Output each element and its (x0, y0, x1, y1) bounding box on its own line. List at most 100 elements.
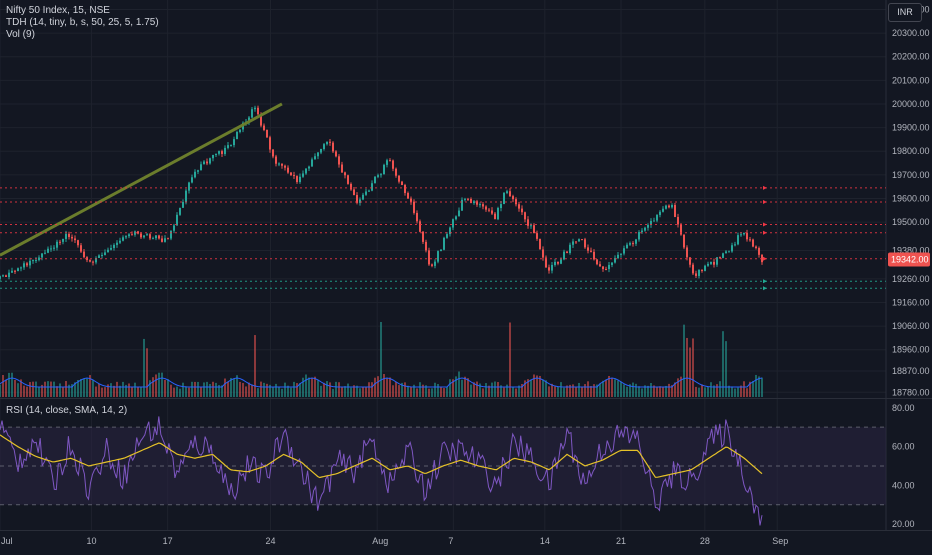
volume-bar (647, 385, 649, 397)
volume-bar (146, 348, 148, 397)
volume-bar (359, 388, 361, 397)
candle-body (263, 125, 265, 130)
volume-bar (518, 385, 520, 397)
candle-body (113, 244, 115, 249)
candle-body (287, 167, 289, 173)
volume-bar (98, 383, 100, 397)
volume-bar (305, 374, 307, 397)
candle-body (14, 270, 16, 272)
candle-body (47, 248, 49, 253)
last-price-label: 19342.00 (891, 254, 929, 264)
resistance-marker (763, 200, 767, 205)
candle-body (455, 216, 457, 220)
candle-body (167, 238, 169, 240)
candle-body (197, 170, 199, 172)
candle-body (434, 261, 436, 266)
candle-body (509, 191, 511, 197)
candle-body (314, 156, 316, 160)
volume-bar (758, 376, 760, 397)
candle-body (170, 230, 172, 239)
candle-body (272, 149, 274, 157)
volume-bar (746, 388, 748, 397)
candle-body (638, 232, 640, 240)
volume-bar (221, 385, 223, 397)
volume-indicator-label[interactable]: Vol (9) (6, 29, 35, 40)
candle-body (752, 239, 754, 247)
volume-bar (602, 380, 604, 397)
rsi-indicator-label[interactable]: RSI (14, close, SMA, 14, 2) (6, 405, 128, 416)
candle-body (230, 145, 232, 147)
price-tick-label: 18870.00 (892, 366, 930, 376)
volume-bar (593, 384, 595, 397)
volume-bar (188, 387, 190, 397)
currency-selector[interactable]: INR (888, 3, 922, 22)
volume-bar (254, 335, 256, 397)
volume-bar (317, 380, 319, 397)
rsi-ma-line (0, 434, 763, 479)
candle-body (275, 156, 277, 164)
candle-body (422, 231, 424, 242)
volume-bar (224, 378, 226, 397)
candle-body (530, 225, 532, 227)
candle-body (164, 238, 166, 242)
rsi-line (0, 416, 763, 526)
candle-body (647, 224, 649, 228)
volume-bar (587, 381, 589, 397)
rsi-tick-label: 20.00 (892, 519, 915, 529)
candle-body (473, 201, 475, 204)
volume-bar (476, 381, 478, 397)
symbol-title[interactable]: Nifty 50 Index, 15, NSE (6, 5, 110, 16)
volume-bar (140, 386, 142, 397)
candle-body (131, 234, 133, 236)
volume-bar (41, 384, 43, 397)
candle-body (593, 251, 595, 260)
candle-body (185, 190, 187, 203)
volume-bar (362, 387, 364, 397)
volume-bar (569, 384, 571, 397)
candle-body (617, 254, 619, 259)
volume-bar (245, 386, 247, 397)
candle-body (725, 251, 727, 254)
volume-bar (377, 376, 379, 397)
tdh-indicator-label[interactable]: TDH (14, tiny, b, s, 50, 25, 5, 1.75) (6, 17, 159, 28)
volume-bar (707, 386, 709, 397)
candle-body (74, 238, 76, 241)
volume-bar (167, 379, 169, 397)
volume-bar (536, 375, 538, 397)
candle-body (296, 176, 298, 183)
volume-bar (452, 379, 454, 397)
volume-bar (671, 385, 673, 397)
volume-bar (38, 386, 40, 397)
volume-bar (239, 381, 241, 397)
candle-body (680, 224, 682, 235)
volume-bar (65, 381, 67, 397)
candle-body (572, 241, 574, 245)
candle-body (713, 261, 715, 265)
rsi-tick-label: 60.00 (892, 442, 915, 452)
candle-body (128, 234, 130, 237)
candle-body (677, 216, 679, 225)
candle-body (374, 176, 376, 184)
volume-bar (392, 385, 394, 397)
volume-bar (200, 386, 202, 397)
candle-body (365, 191, 367, 195)
candle-body (614, 258, 616, 263)
candle-body (497, 208, 499, 220)
last-price-tag (888, 252, 930, 267)
volume-bar (617, 380, 619, 397)
volume-bar (8, 372, 10, 397)
candle-body (641, 230, 643, 233)
volume-bar (614, 379, 616, 397)
volume-bar (11, 372, 13, 397)
volume-bar (497, 382, 499, 397)
candle-body (140, 233, 142, 238)
support-marker (763, 286, 767, 291)
candle-body (161, 238, 163, 242)
volume-bar (662, 386, 664, 397)
volume-bar (356, 385, 358, 397)
volume-bar (548, 386, 550, 397)
candle-body (194, 171, 196, 178)
volume-bar (455, 376, 457, 397)
